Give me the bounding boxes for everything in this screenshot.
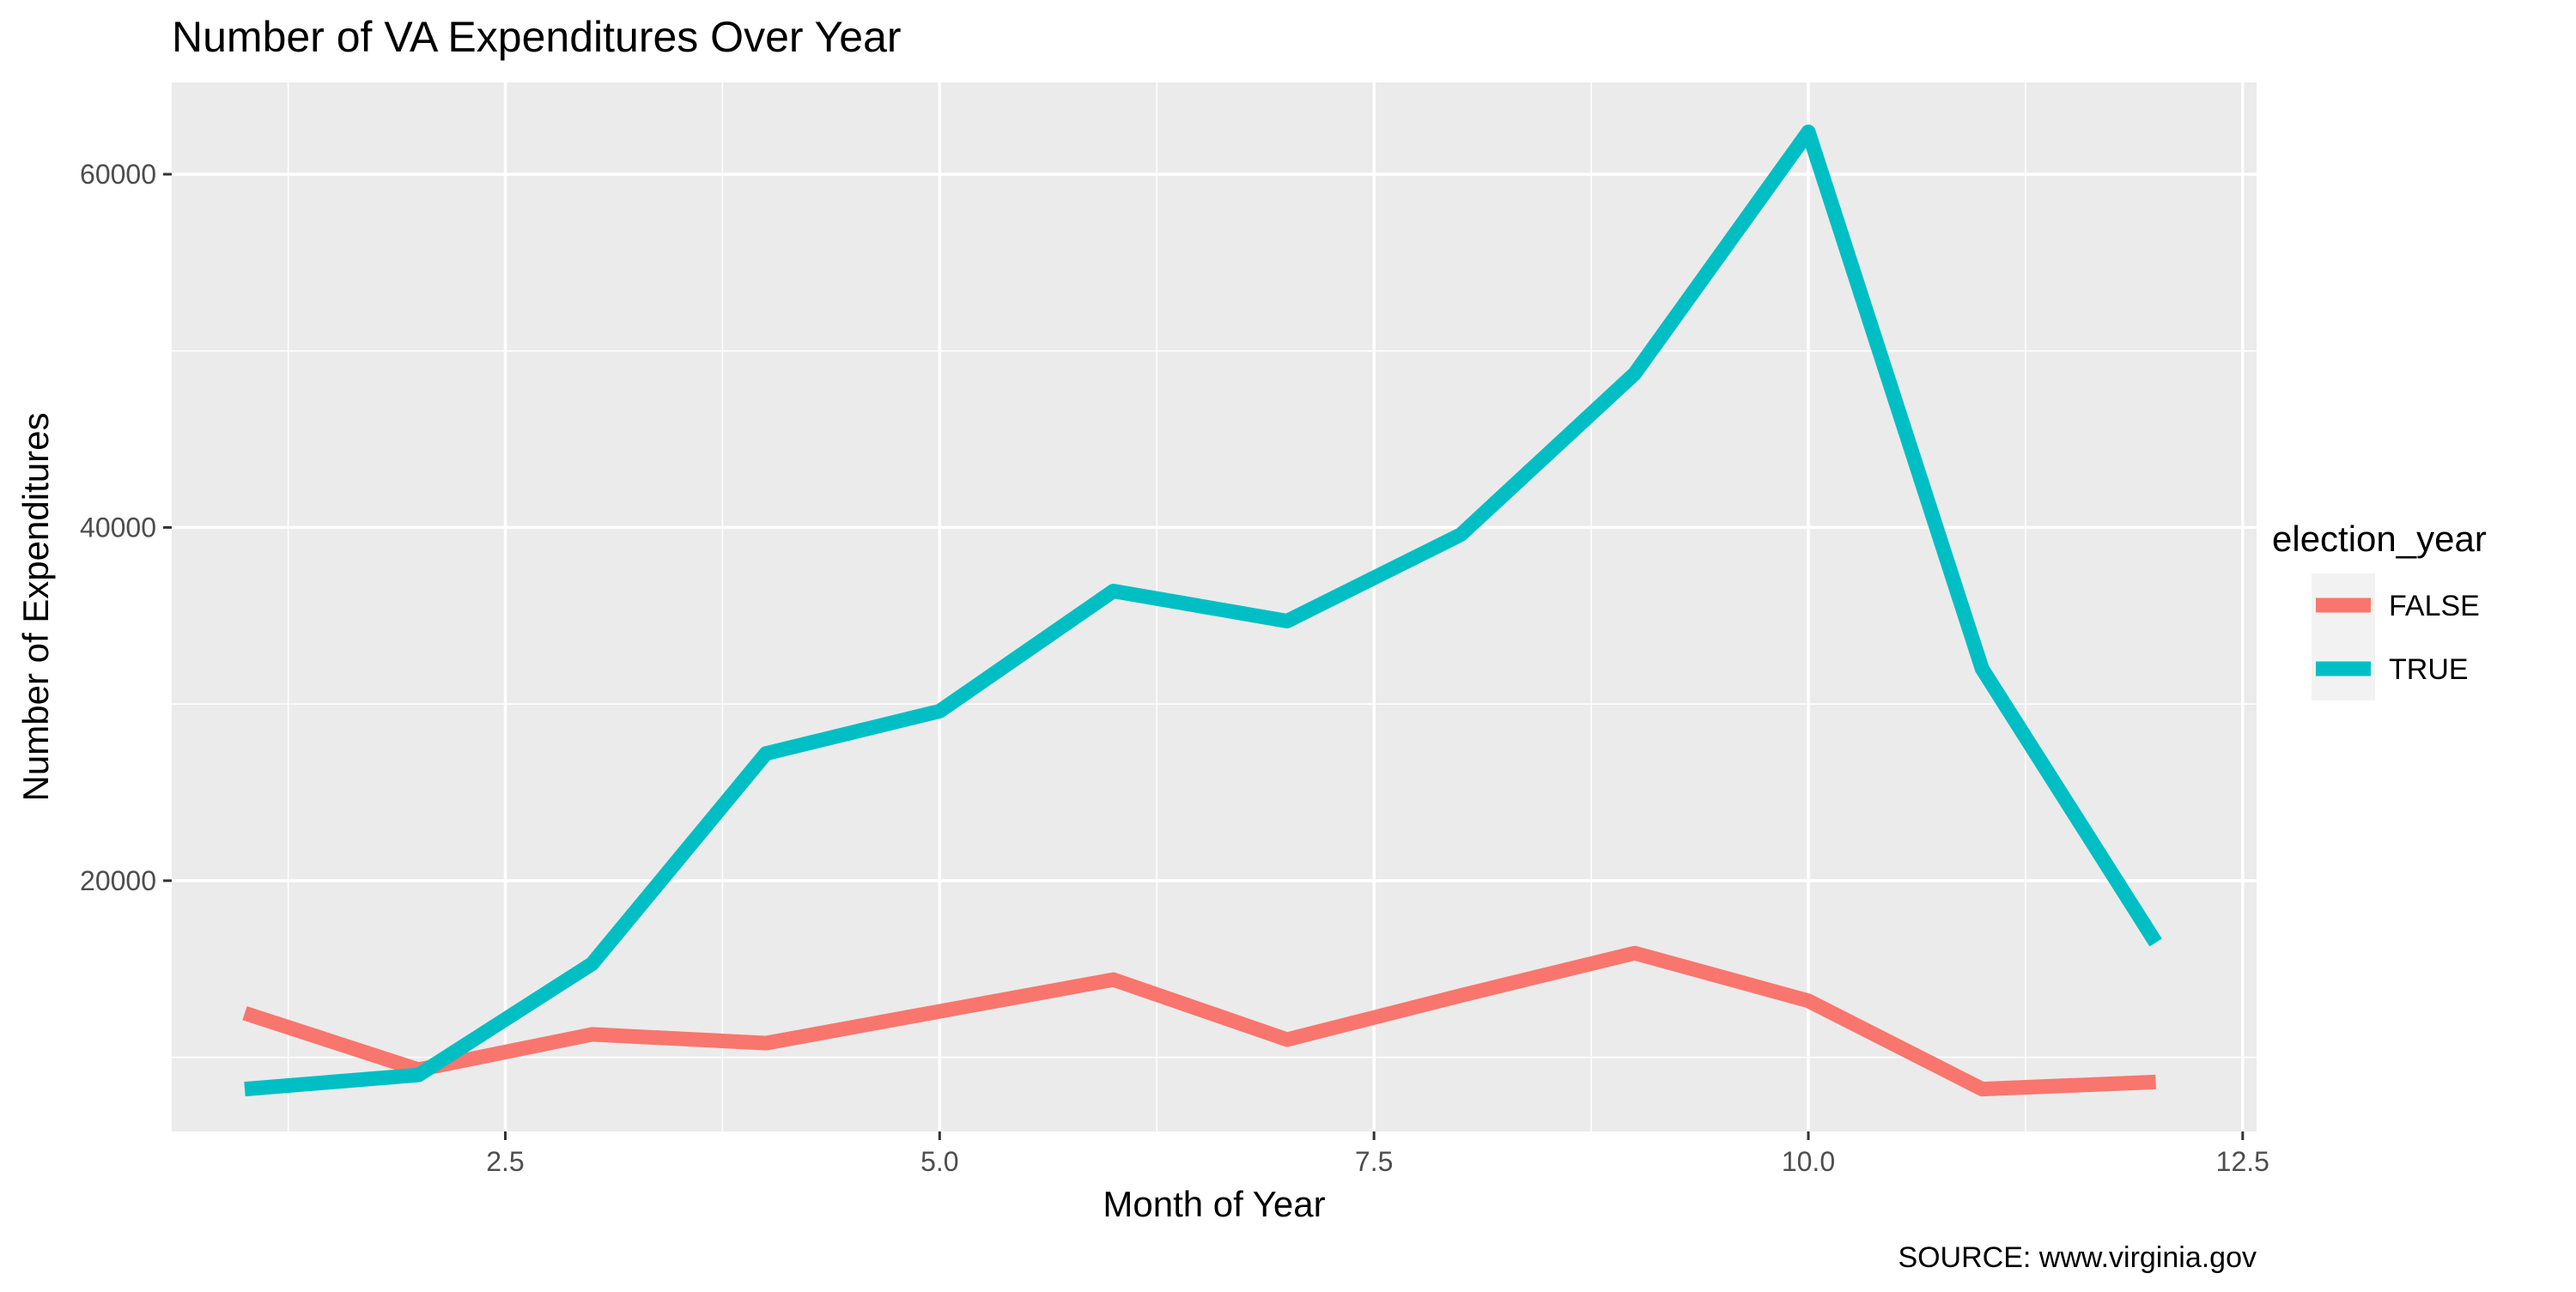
legend: election_year FALSE TRUE xyxy=(2272,519,2487,701)
x-tick-label: 10.0 xyxy=(1782,1146,1835,1177)
legend-label-true: TRUE xyxy=(2389,653,2469,686)
x-tick-label: 5.0 xyxy=(920,1146,958,1177)
y-tick-label: 20000 xyxy=(80,865,156,896)
y-axis-title: Number of Expenditures xyxy=(15,413,56,802)
legend-items: FALSE TRUE xyxy=(2312,573,2480,701)
legend-label-false: FALSE xyxy=(2389,590,2480,622)
series-line-true xyxy=(244,124,2162,1097)
source-caption: SOURCE: www.virginia.gov xyxy=(1898,1241,2257,1274)
y-tick-label: 40000 xyxy=(80,512,156,543)
x-axis-title: Month of Year xyxy=(1103,1184,1325,1224)
grid-major xyxy=(172,82,2257,1131)
series-line-false xyxy=(242,945,2156,1097)
x-tick-label: 2.5 xyxy=(486,1146,524,1177)
x-tick-label: 12.5 xyxy=(2216,1146,2269,1177)
y-tick-label: 60000 xyxy=(80,159,156,190)
y-axis-ticks: 20000 40000 60000 xyxy=(80,159,172,896)
x-tick-label: 7.5 xyxy=(1355,1146,1393,1177)
legend-title: election_year xyxy=(2272,519,2487,559)
chart-title: Number of VA Expenditures Over Year xyxy=(172,13,902,61)
series-layer xyxy=(242,124,2162,1097)
x-axis-ticks: 2.5 5.0 7.5 10.0 12.5 xyxy=(486,1131,2269,1177)
